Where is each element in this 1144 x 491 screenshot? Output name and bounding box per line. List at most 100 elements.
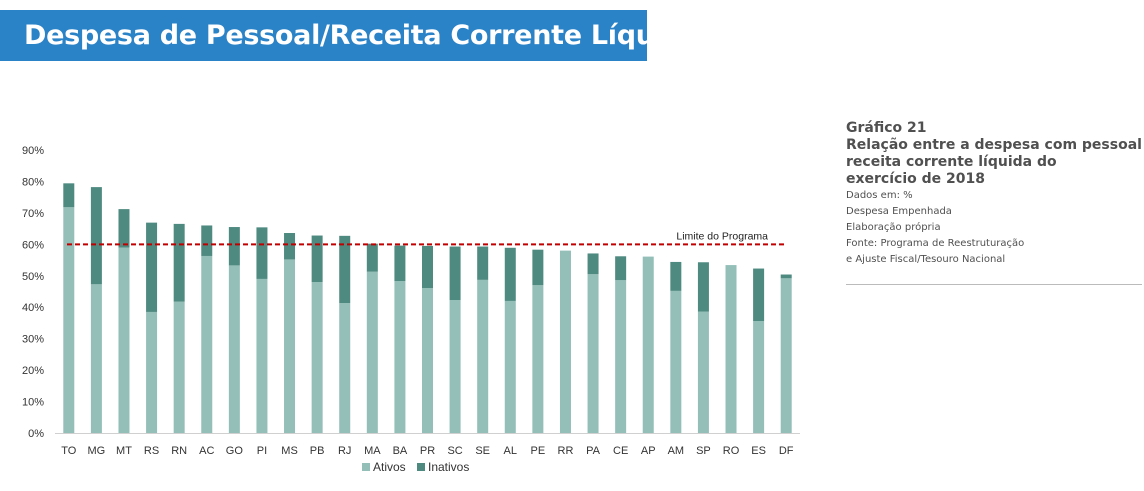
- bar-inativos-ce: [615, 256, 627, 281]
- x-tick-label: MA: [364, 445, 381, 457]
- chart-number: Gráfico 21: [846, 120, 927, 136]
- bar-ativos-ms: [284, 259, 296, 433]
- bar-ativos-mt: [118, 247, 130, 433]
- caption-line: receita corrente líquida do: [846, 154, 1057, 170]
- x-tick-label: RJ: [338, 445, 351, 457]
- x-tick-label: AL: [504, 445, 517, 457]
- caption-divider: [846, 284, 1142, 285]
- y-tick-label: 0%: [28, 428, 44, 440]
- x-tick-label: AC: [199, 445, 214, 457]
- meta-basis: Despesa Empenhada: [846, 206, 952, 217]
- bar-ativos-rs: [146, 311, 158, 433]
- bar-ativos-rj: [339, 303, 351, 433]
- y-tick-label: 30%: [22, 334, 44, 346]
- x-tick-label: RO: [723, 445, 740, 457]
- x-tick-label: GO: [226, 445, 244, 457]
- x-tick-label: RR: [558, 445, 574, 457]
- x-tick-label: AM: [668, 445, 685, 457]
- bar-ativos-se: [477, 279, 489, 433]
- x-tick-label: SP: [696, 445, 711, 457]
- y-tick-label: 10%: [22, 397, 44, 409]
- x-tick-label: DF: [779, 445, 794, 457]
- bar-inativos-sc: [449, 246, 461, 300]
- meta-units: Dados em: %: [846, 190, 913, 201]
- bar-ativos-ce: [615, 280, 627, 433]
- meta-author: Elaboração própria: [846, 222, 941, 233]
- bar-inativos-to: [63, 183, 75, 208]
- y-tick-label: 20%: [22, 365, 44, 377]
- x-tick-label: RN: [171, 445, 187, 457]
- bar-ativos-ma: [366, 271, 378, 433]
- legend-label-ativos: Ativos: [373, 460, 406, 474]
- bar-inativos-go: [228, 227, 240, 266]
- bar-inativos-es: [753, 268, 765, 322]
- caption-line: exercício de 2018: [846, 171, 985, 187]
- bar-ativos-pi: [256, 278, 268, 433]
- legend-swatch-ativos: [362, 463, 370, 471]
- legend-swatch-inativos: [417, 463, 425, 471]
- bar-inativos-ms: [284, 233, 296, 260]
- bar-inativos-rj: [339, 235, 351, 304]
- x-tick-label: MG: [88, 445, 106, 457]
- bar-ativos-ac: [201, 255, 213, 433]
- x-tick-label: PA: [586, 445, 601, 457]
- x-tick-label: PR: [420, 445, 435, 457]
- y-tick-label: 50%: [22, 271, 44, 283]
- bar-ativos-pe: [532, 285, 544, 433]
- bar-ativos-pr: [422, 288, 433, 433]
- x-tick-label: AP: [641, 445, 656, 457]
- x-tick-label: ES: [751, 445, 766, 457]
- x-tick-label: RS: [144, 445, 159, 457]
- x-tick-label: TO: [61, 445, 77, 457]
- bar-inativos-pe: [532, 249, 544, 286]
- bar-ativos-al: [504, 300, 516, 433]
- caption-line: Relação entre a despesa com pessoal e a: [846, 137, 1144, 153]
- y-tick-label: 40%: [22, 302, 44, 314]
- bar-inativos-ma: [366, 243, 378, 272]
- bar-inativos-mg: [90, 187, 102, 285]
- bar-inativos-pa: [587, 253, 599, 275]
- bar-ativos-pb: [311, 282, 323, 433]
- bar-ativos-sp: [697, 311, 709, 433]
- bar-ativos-ap: [642, 256, 654, 433]
- bar-ativos-df: [780, 278, 792, 433]
- bar-ativos-pa: [587, 274, 599, 433]
- reference-line-label: Limite do Programa: [676, 230, 768, 242]
- bar-inativos-se: [477, 246, 489, 280]
- bar-ativos-go: [228, 265, 240, 433]
- bar-ativos-ro: [725, 265, 737, 433]
- bar-inativos-mt: [118, 209, 130, 248]
- bar-ativos-rr: [559, 250, 571, 433]
- bar-inativos-ba: [394, 245, 406, 282]
- bar-inativos-rs: [146, 222, 158, 312]
- bar-inativos-pr: [422, 245, 433, 289]
- title-banner: Despesa de Pessoal/Receita Corrente Líqu…: [0, 10, 701, 61]
- bar-inativos-am: [670, 261, 682, 291]
- bar-ativos-am: [670, 290, 682, 433]
- x-tick-label: SE: [475, 445, 490, 457]
- x-tick-label: BA: [393, 445, 408, 457]
- page-title: Despesa de Pessoal/Receita Corrente Líqu…: [24, 20, 701, 51]
- x-tick-label: CE: [613, 445, 628, 457]
- x-tick-label: PE: [531, 445, 546, 457]
- meta-source: Fonte: Programa de Reestruturação: [846, 238, 1025, 249]
- bar-ativos-es: [753, 321, 765, 433]
- bar-inativos-pi: [256, 227, 268, 279]
- bar-inativos-ac: [201, 225, 213, 256]
- bar-ativos-ba: [394, 281, 406, 433]
- x-tick-label: MT: [116, 445, 132, 457]
- bar-inativos-pb: [311, 235, 323, 283]
- meta-source-cont: e Ajuste Fiscal/Tesouro Nacional: [846, 254, 1006, 265]
- chart-caption: Gráfico 21 Relação entre a despesa com p…: [846, 120, 1144, 268]
- bar-inativos-df: [780, 274, 792, 279]
- y-tick-label: 60%: [22, 239, 44, 251]
- bar-inativos-al: [504, 247, 516, 301]
- legend-label-inativos: Inativos: [428, 460, 469, 474]
- y-tick-label: 80%: [22, 176, 44, 188]
- bar-ativos-sc: [449, 299, 461, 433]
- x-tick-label: PB: [310, 445, 325, 457]
- bar-inativos-rn: [173, 223, 185, 302]
- y-tick-label: 90%: [22, 145, 44, 157]
- x-tick-label: SC: [447, 445, 462, 457]
